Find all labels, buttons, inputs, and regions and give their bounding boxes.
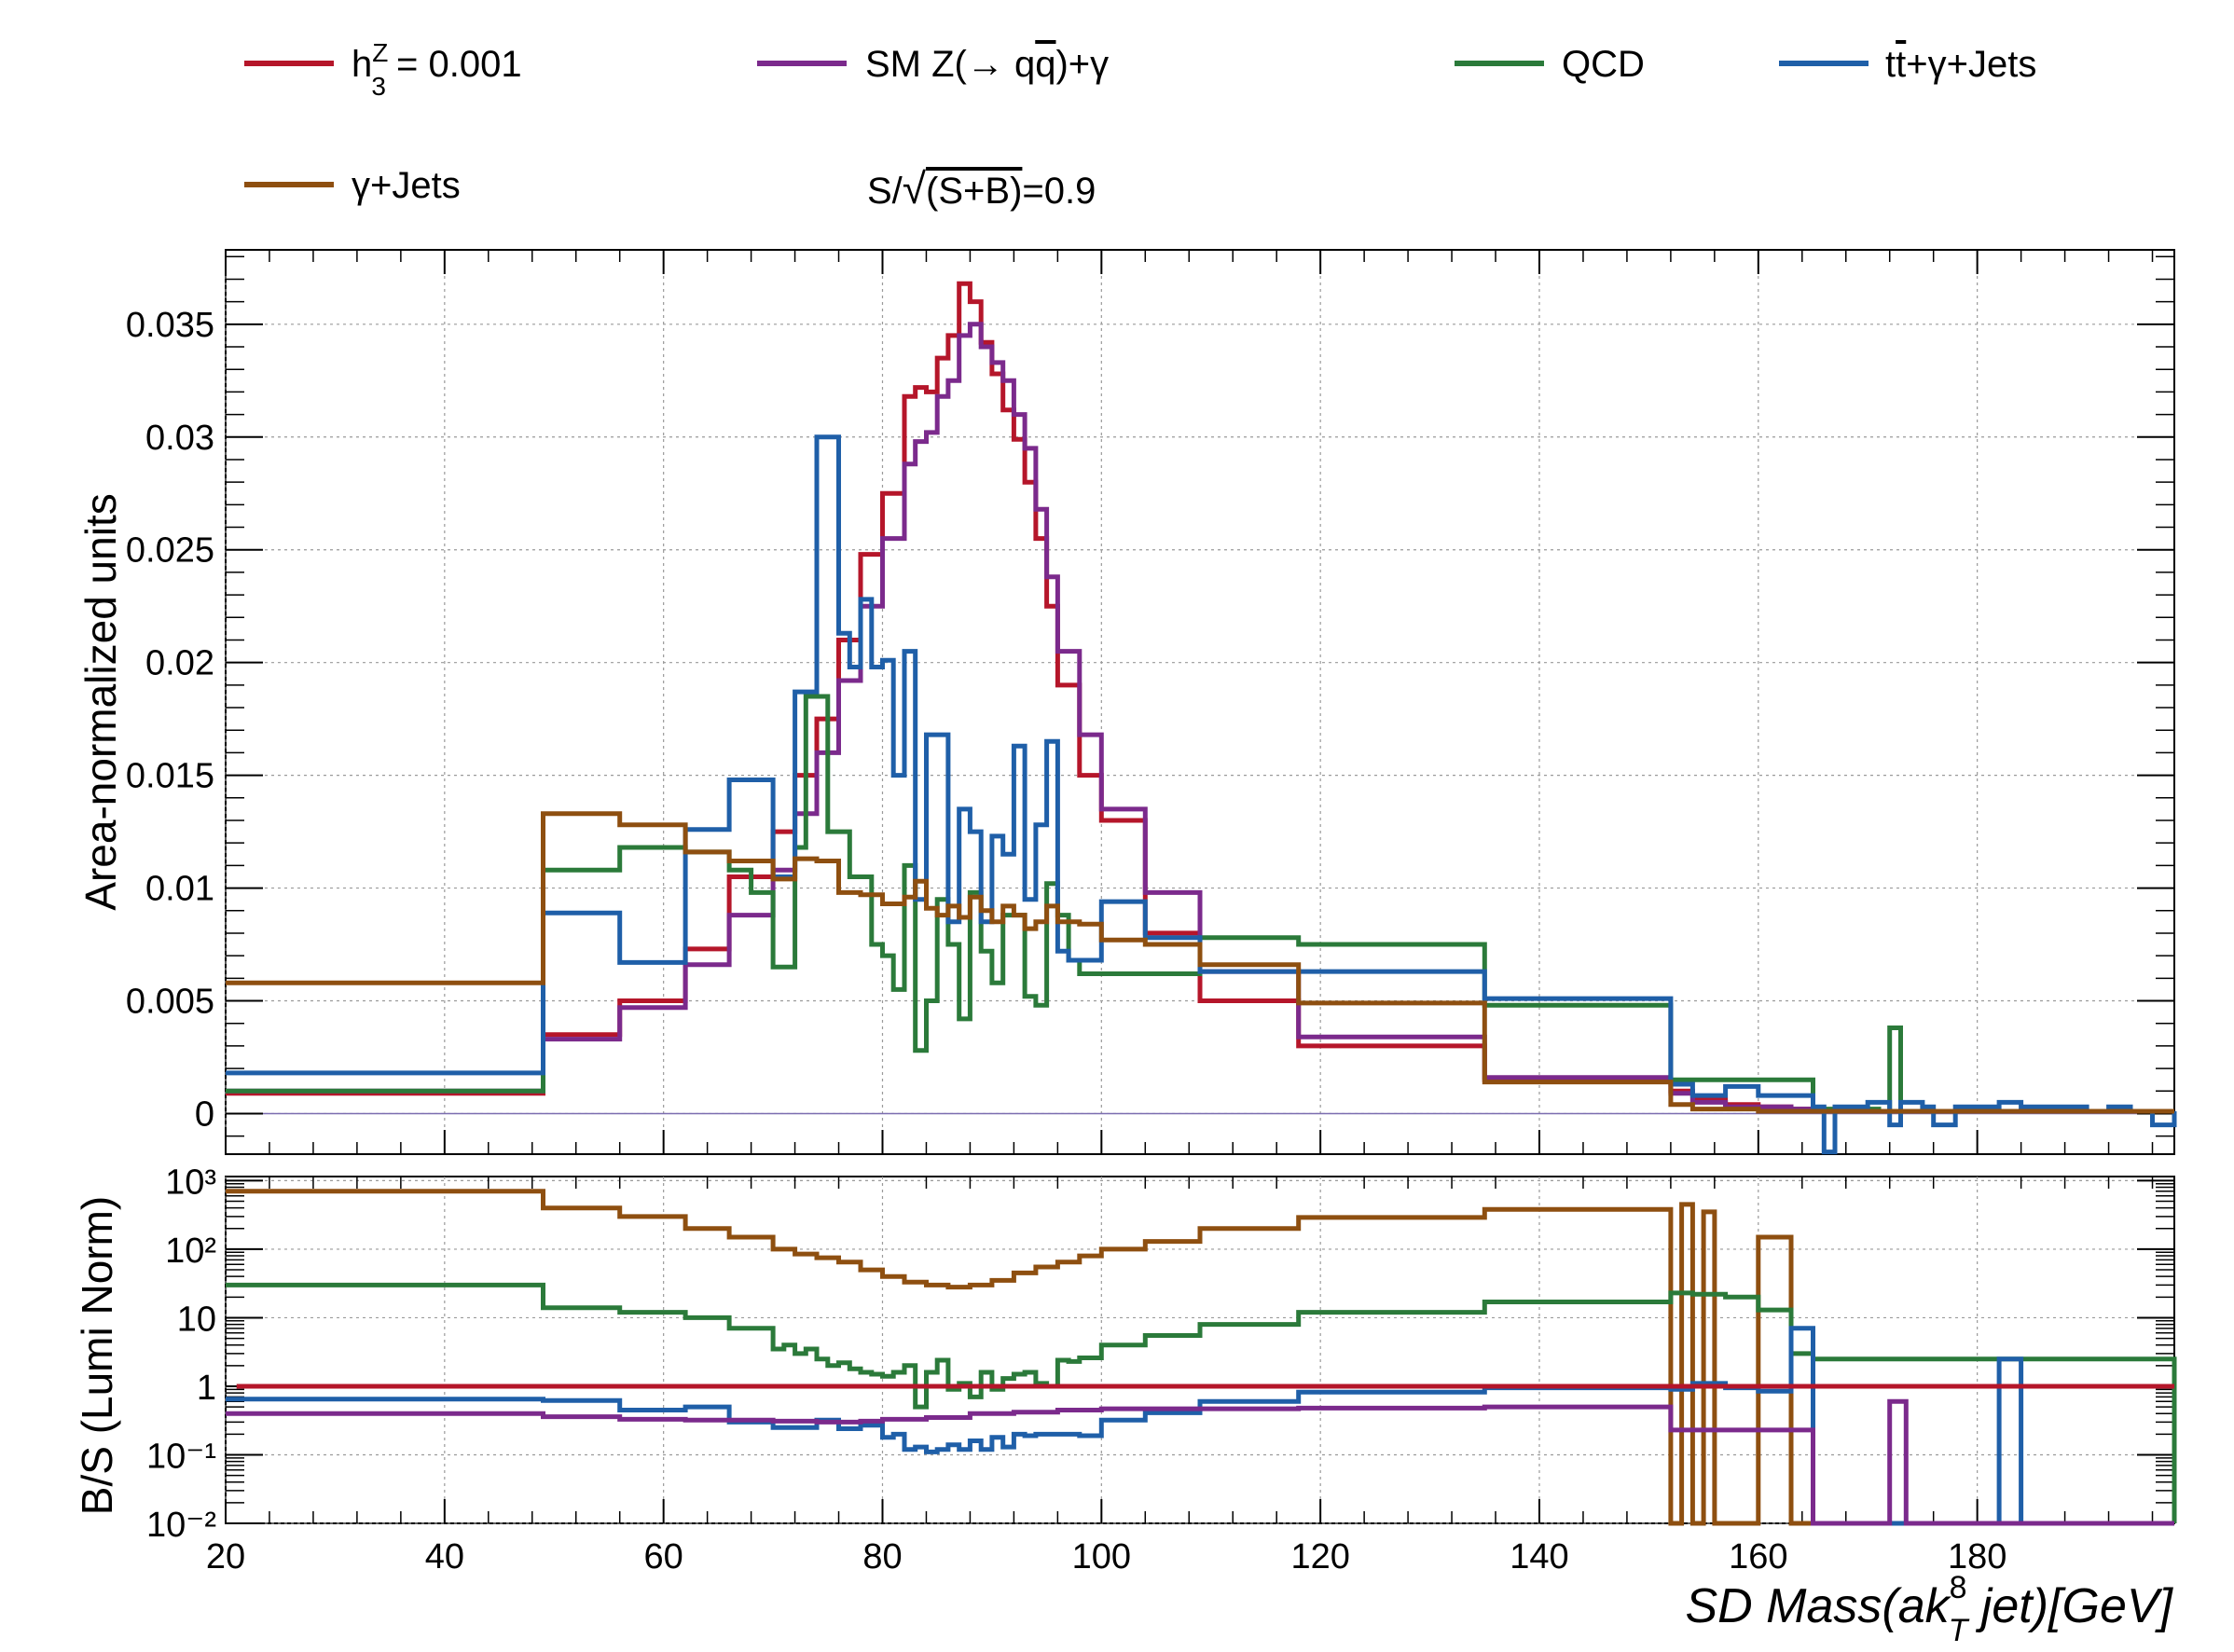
upper-y-tick-label: 0.02 — [145, 644, 214, 683]
lower-y-tick-labels: 10⁻² 10⁻¹ 1 10 10² 10³ — [146, 1163, 216, 1545]
upper-y-axis-title: Area-normalized units — [76, 493, 125, 910]
legend-entry-sm-zgamma: SM Z(→ qq)+γ — [757, 44, 1109, 85]
lower-y-tick-label: 10⁻² — [146, 1506, 216, 1545]
x-tick-label: 120 — [1290, 1537, 1349, 1576]
upper-y-tick-labels: 0 0.005 0.01 0.015 0.02 0.025 0.03 0.035 — [126, 306, 214, 1135]
upper-series-ttbar — [226, 434, 2177, 1155]
legend-entry-gammajets: γ+Jets — [244, 165, 461, 206]
upper-series-group — [226, 281, 2177, 1155]
lower-y-tick-label: 10⁻¹ — [146, 1437, 216, 1476]
x-tick-label: 140 — [1510, 1537, 1568, 1576]
lower-series-gammajets — [226, 1189, 2174, 1526]
x-axis-title: SD Mass(ak8 T jet)[GeV] — [1686, 1570, 2174, 1648]
lower-y-tick-label: 10 — [177, 1300, 216, 1339]
upper-y-tick-label: 0 — [195, 1094, 214, 1134]
significance-annotation: S/√(S+B)=0.9 — [867, 164, 1096, 213]
legend-label-gammajets: γ+Jets — [352, 165, 461, 206]
x-tick-label: 60 — [644, 1537, 683, 1576]
upper-series-gammajets — [226, 811, 2174, 1114]
x-tick-label: 20 — [206, 1537, 245, 1576]
lower-y-tick-label: 10² — [165, 1232, 216, 1271]
x-tick-label: 80 — [862, 1537, 902, 1576]
upper-y-tick-label: 0.03 — [145, 419, 214, 458]
legend-entry-qcd: QCD — [1455, 44, 1645, 85]
x-axis-title-sup: 8 — [1950, 1570, 1967, 1605]
upper-y-tick-label: 0.005 — [126, 983, 214, 1022]
legend: hZ 3 = 0.001 SM Z(→ qq)+γ QCD tt+γ+Jets γ… — [244, 38, 2036, 213]
upper-y-tick-label: 0.025 — [126, 531, 214, 571]
lower-series-sm-zgamma — [226, 1398, 2174, 1526]
lower-y-tick-label: 1 — [197, 1369, 216, 1408]
x-tick-labels: 20 40 60 80 100 120 140 160 180 — [206, 1537, 2006, 1576]
upper-series-qcd — [226, 694, 2174, 1114]
x-axis-title-tail: jet)[GeV] — [1967, 1579, 2173, 1633]
upper-y-tick-label: 0.015 — [126, 757, 214, 796]
x-tick-label: 40 — [425, 1537, 464, 1576]
lower-series-qcd — [226, 1282, 2177, 1523]
x-tick-label: 160 — [1729, 1537, 1787, 1576]
legend-label-ttbar: tt+γ+Jets — [1885, 44, 2036, 85]
lower-ratio-pad: 10⁻² 10⁻¹ 1 10 10² 10³ 20 40 60 80 100 120 140 160 18… — [73, 1163, 2177, 1648]
x-axis-title-sub: T — [1949, 1613, 1970, 1648]
x-axis-title-main: SD Mass(ak — [1686, 1579, 1952, 1633]
legend-label-qcd: QCD — [1562, 44, 1645, 85]
x-tick-label: 180 — [1948, 1537, 2006, 1576]
lower-series-group — [226, 1189, 2177, 1526]
lower-y-tick-label: 10³ — [165, 1163, 216, 1202]
legend-entry-ttbar: tt+γ+Jets — [1779, 44, 2036, 85]
upper-y-tick-label: 0.035 — [126, 306, 214, 345]
upper-plot-pad: 0 0.005 0.01 0.015 0.02 0.025 0.03 0.035 Area-n… — [76, 249, 2177, 1155]
legend-label-sm-zgamma: SM Z(→ qq)+γ — [865, 44, 1109, 85]
upper-y-tick-label: 0.01 — [145, 870, 214, 909]
upper-series-sm-zgamma — [226, 322, 2174, 1114]
upper-tick-marks — [225, 250, 2174, 1154]
x-tick-label: 100 — [1072, 1537, 1131, 1576]
lower-y-axis-title: B/S (Lumi Norm) — [73, 1196, 121, 1515]
